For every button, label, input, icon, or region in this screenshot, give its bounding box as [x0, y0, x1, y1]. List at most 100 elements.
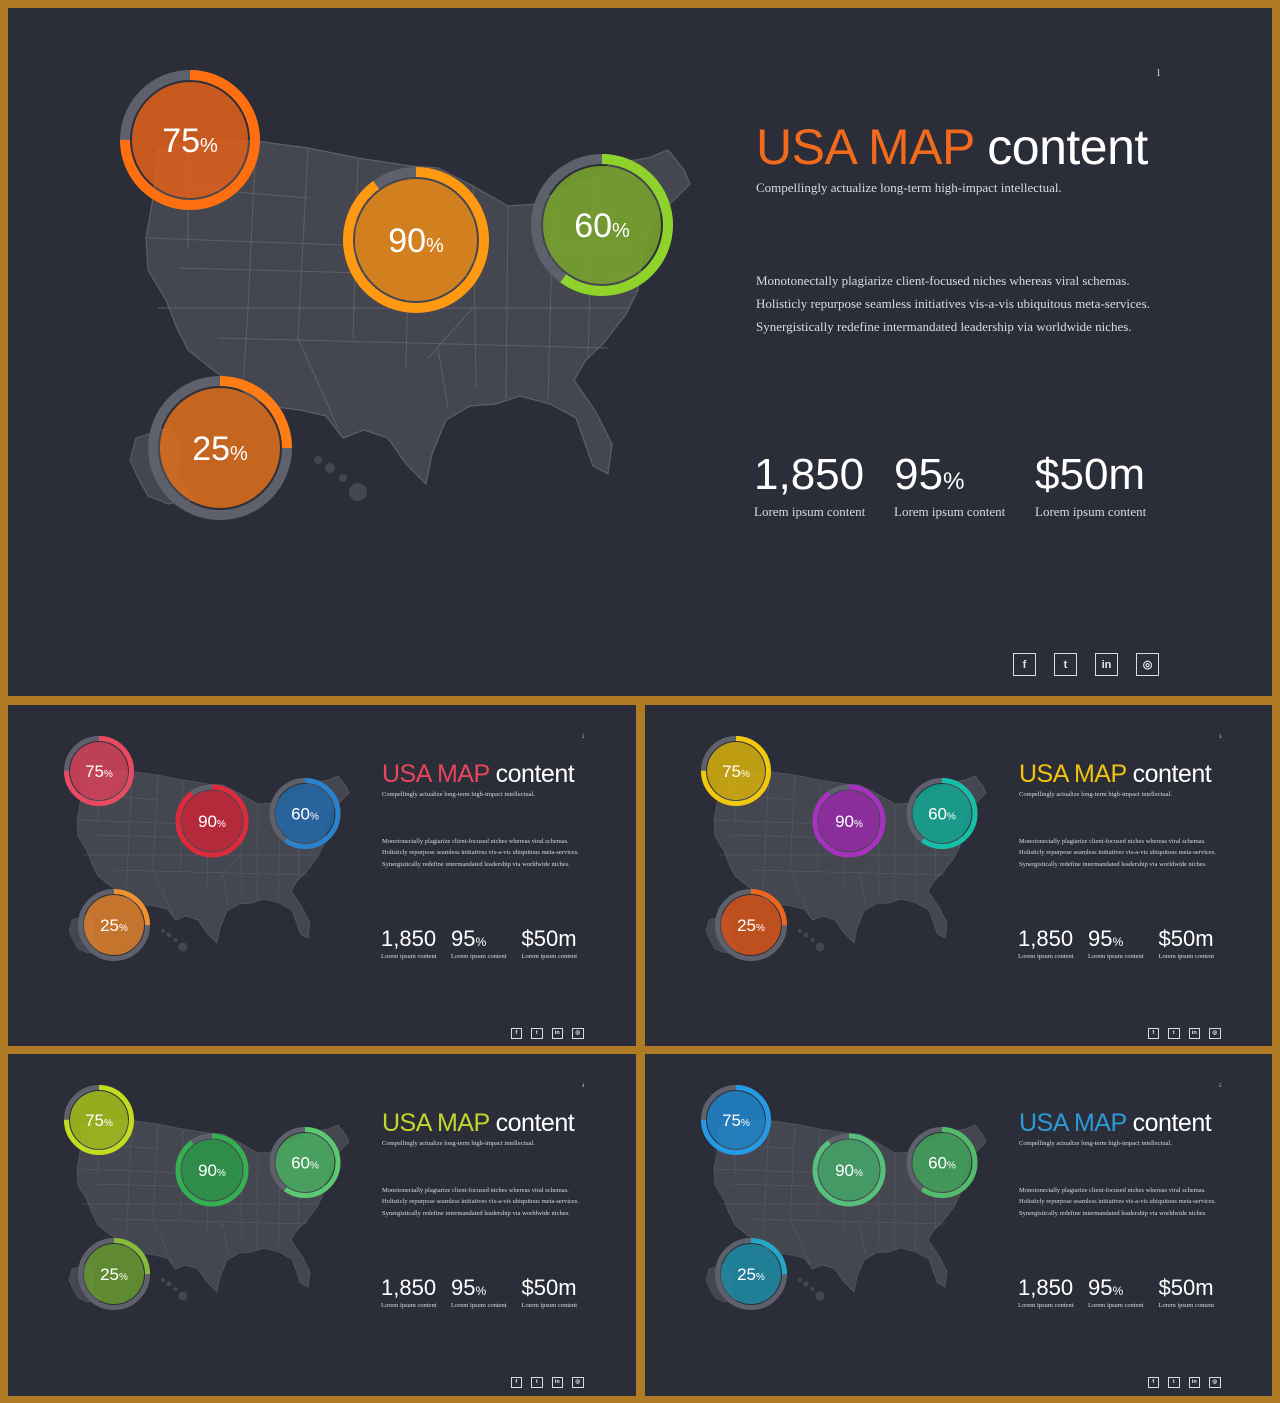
twitter-icon[interactable]: t	[1054, 653, 1077, 676]
stat-label: Lorem ipsum content	[451, 1302, 507, 1309]
stat-value: $50m	[1035, 450, 1146, 499]
stat-value: 95%	[1088, 926, 1124, 951]
stat-value: 1,850	[381, 1275, 437, 1300]
circle-fill	[275, 784, 335, 843]
percent-circle-90: 90%	[343, 167, 489, 313]
instagram-icon[interactable]: ◎	[1136, 653, 1159, 676]
stat-label: Lorem ipsum content	[1018, 953, 1074, 960]
facebook-icon[interactable]: f	[1013, 653, 1036, 676]
stat-value: 1,850	[754, 450, 865, 499]
facebook-icon[interactable]: f	[510, 1027, 522, 1039]
hawaii-island	[325, 463, 335, 473]
circle-fill	[912, 784, 972, 843]
percent-circle-60: 60%	[269, 1127, 341, 1198]
circle-fill	[132, 82, 248, 198]
hawaii-island	[166, 1281, 172, 1287]
title-rest: content	[495, 760, 575, 788]
ring-progress	[175, 1133, 249, 1207]
ring-progress	[269, 778, 341, 849]
twitter-icon[interactable]: t	[531, 1376, 543, 1388]
circle-percent-label: 75%	[85, 1111, 113, 1130]
ring-progress	[701, 736, 771, 806]
page-number: 5	[1219, 1084, 1222, 1089]
linkedin-icon[interactable]: in	[551, 1376, 563, 1388]
title-highlight: USA MAP	[1019, 1109, 1127, 1137]
instagram-icon[interactable]: ◎	[1209, 1376, 1221, 1388]
ring-progress	[906, 1127, 978, 1198]
linkedin-icon[interactable]: in	[1188, 1376, 1200, 1388]
slide-body-text: Monotonectally plagiarize client-focused…	[1019, 838, 1216, 868]
linkedin-icon[interactable]: in	[1095, 653, 1118, 676]
hawaii-island	[810, 938, 815, 942]
stat-value: $50m	[521, 1275, 577, 1300]
circle-fill	[84, 895, 144, 955]
title-rest: content	[987, 119, 1148, 175]
percent-circle-60: 60%	[906, 778, 978, 849]
hawaii-island	[166, 932, 172, 938]
circle-fill	[818, 790, 880, 852]
linkedin-icon[interactable]: in	[551, 1027, 563, 1039]
hawaii-island	[161, 1278, 165, 1282]
circle-fill	[355, 179, 477, 301]
hawaii-island	[810, 1287, 815, 1291]
instagram-icon[interactable]: ◎	[572, 1376, 584, 1388]
ring-progress	[701, 1085, 771, 1155]
map-graphic: 75% 90% 60% 25%	[701, 1085, 987, 1310]
slide-2: 75% 90% 60% 25% 2 USA MAP content Compellingly…	[8, 705, 636, 1046]
facebook-icon[interactable]: f	[1147, 1376, 1159, 1388]
hawaii-island	[815, 1291, 825, 1301]
percent-circle-90: 90%	[175, 784, 249, 858]
hawaii-island	[798, 929, 802, 933]
stat-label: Lorem ipsum content	[381, 953, 437, 960]
ring-progress	[120, 70, 260, 210]
instagram-icon[interactable]: ◎	[1209, 1027, 1221, 1039]
map-graphic: 75% 90% 60% 25%	[120, 70, 691, 520]
ring-progress	[715, 1238, 787, 1310]
percent-circle-90: 90%	[812, 1133, 886, 1207]
slide-1: 75% 90% 60% 25% 1 USA MAP content Compellingly…	[8, 8, 1272, 696]
circle-percent-label: 75%	[85, 762, 113, 781]
hawaii-island	[339, 474, 347, 482]
twitter-icon[interactable]: t	[531, 1027, 543, 1039]
hawaii-island	[803, 932, 809, 938]
slide-subtitle: Compellingly actualize long-term high-im…	[756, 180, 1062, 195]
ring-progress	[343, 167, 489, 313]
title-highlight: USA MAP	[1019, 760, 1127, 788]
circle-fill	[275, 1133, 335, 1192]
circle-fill	[70, 1091, 128, 1149]
circle-percent-label: 90%	[835, 1161, 863, 1180]
stat-label: Lorem ipsum content	[1035, 504, 1147, 519]
stat-label: Lorem ipsum content	[1158, 953, 1215, 960]
circle-percent-label: 90%	[388, 222, 444, 260]
twitter-icon[interactable]: t	[1168, 1027, 1180, 1039]
stat-label: Lorem ipsum content	[521, 1302, 578, 1309]
percent-circle-25: 25%	[148, 376, 292, 520]
circle-fill	[721, 1244, 781, 1304]
slide-body-text: Monotonectally plagiarize client-focused…	[756, 273, 1150, 334]
ring-progress	[531, 154, 673, 296]
stat-label: Lorem ipsum content	[754, 504, 866, 519]
ring-progress	[64, 736, 134, 806]
map-graphic: 75% 90% 60% 25%	[701, 736, 987, 961]
circle-fill	[818, 1139, 880, 1201]
linkedin-icon[interactable]: in	[1188, 1027, 1200, 1039]
facebook-icon[interactable]: f	[1147, 1027, 1159, 1039]
circle-fill	[721, 895, 781, 955]
instagram-icon[interactable]: ◎	[572, 1027, 584, 1039]
stat-label: Lorem ipsum content	[1158, 1302, 1215, 1309]
circle-percent-label: 60%	[574, 207, 630, 245]
slide-subtitle: Compellingly actualize long-term high-im…	[1019, 791, 1172, 798]
percent-circle-75: 75%	[701, 1085, 771, 1155]
percent-circle-25: 25%	[78, 889, 150, 961]
ring-progress	[269, 1127, 341, 1198]
slide-4: 75% 90% 60% 25% 4 USA MAP content Compellingly…	[8, 1054, 636, 1396]
circle-percent-label: 25%	[737, 916, 765, 935]
circle-percent-label: 60%	[291, 1154, 319, 1173]
twitter-icon[interactable]: t	[1168, 1376, 1180, 1388]
percent-circle-60: 60%	[531, 154, 673, 296]
circle-percent-label: 75%	[722, 762, 750, 781]
ring-progress	[906, 778, 978, 849]
map-graphic: 75% 90% 60% 25%	[64, 736, 350, 961]
facebook-icon[interactable]: f	[510, 1376, 522, 1388]
ring-progress	[64, 1085, 134, 1155]
